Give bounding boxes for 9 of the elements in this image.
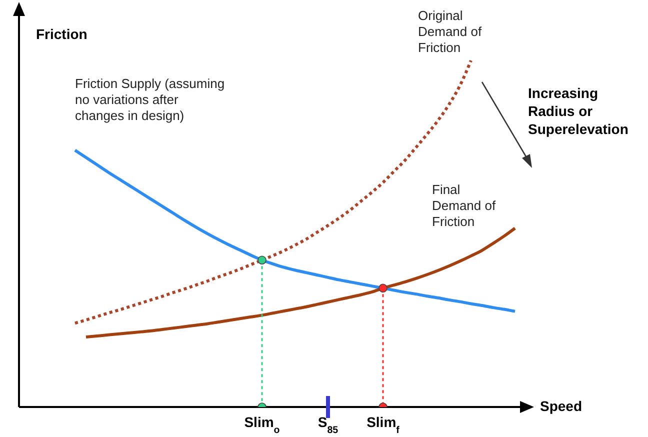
x-tick-label: Slim$_{f}$	[366, 414, 400, 436]
x-tick-label: Slim$_{o}$	[244, 414, 280, 436]
series-label: Final Demand of Friction	[432, 182, 496, 229]
series-label: Original Demand of Friction	[418, 8, 482, 55]
text: Friction Supply (assuming no variations after changes in design)	[75, 76, 225, 123]
x-tick-label: S$_{85}$	[318, 414, 339, 436]
text: Increasing Radius or Superelevation	[528, 85, 628, 137]
y-axis-title: Friction	[36, 26, 88, 42]
x-axis-title: Speed	[540, 398, 582, 414]
